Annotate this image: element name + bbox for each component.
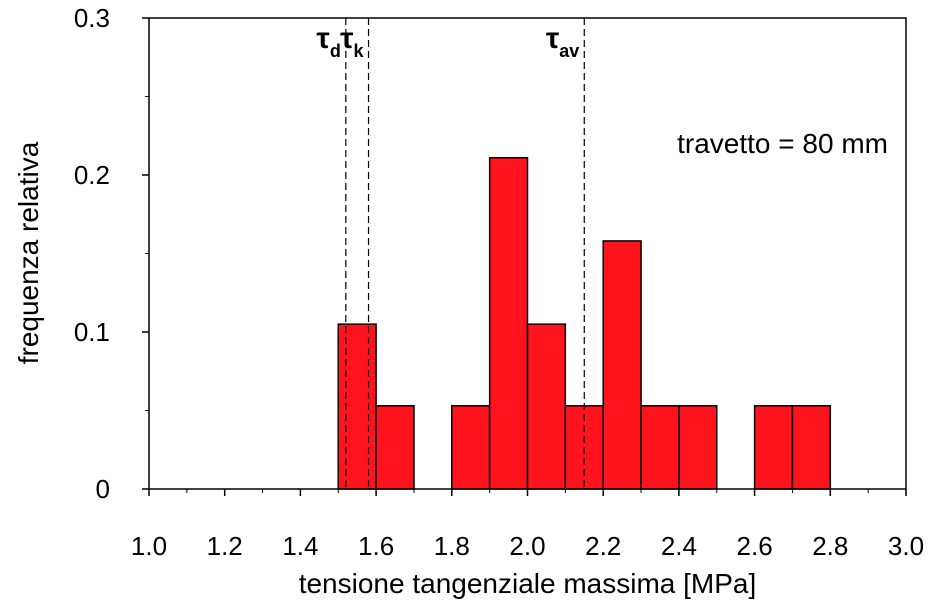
x-axis-title: tensione tangenziale massima [MPa] (299, 568, 757, 599)
histogram-bar-0 (337, 323, 377, 490)
y-axis-title: frequenza relativa (13, 141, 44, 364)
histogram-bar-10 (791, 405, 832, 490)
histogram-bar-8 (678, 405, 718, 490)
histogram-bar-3 (488, 156, 529, 490)
histogram-bar-2 (451, 405, 491, 490)
histogram-bar-7 (640, 405, 680, 490)
x-tick-label-10: 3.0 (888, 531, 924, 561)
x-tick-label-3: 1.6 (358, 531, 394, 561)
x-tick-label-5: 2.0 (509, 531, 545, 561)
histogram-bar-4 (526, 323, 567, 490)
x-tick-label-7: 2.4 (661, 531, 697, 561)
histogram-bar-6 (602, 240, 642, 490)
y-tick-label-1: 0.1 (74, 317, 110, 347)
x-tick-label-4: 1.8 (434, 531, 470, 561)
y-axis-ticks: 0 0.1 0.2 0.3 (74, 3, 149, 504)
y-tick-label-2: 0.2 (74, 160, 110, 190)
x-tick-label-0: 1.0 (131, 531, 167, 561)
reference-label-d: τd (316, 22, 340, 61)
histogram-bar-1 (375, 405, 415, 490)
y-tick-label-0: 0 (96, 474, 110, 504)
reference-label-av: τav (546, 22, 579, 61)
x-tick-label-2: 1.4 (282, 531, 318, 561)
annotation-text: travetto = 80 mm (677, 128, 888, 159)
y-tick-label-3: 0.3 (74, 3, 110, 33)
histogram-bar-9 (753, 405, 794, 490)
x-tick-label-8: 2.6 (737, 531, 773, 561)
x-tick-label-9: 2.8 (812, 531, 848, 561)
x-axis-ticks: 1.0 1.2 1.4 1.6 1.8 2.0 2.2 2.4 2.6 2.8 3.0 (131, 489, 924, 561)
x-tick-label-1: 1.2 (207, 531, 243, 561)
reference-label-k: τk (340, 22, 364, 61)
x-tick-label-6: 2.2 (585, 531, 621, 561)
